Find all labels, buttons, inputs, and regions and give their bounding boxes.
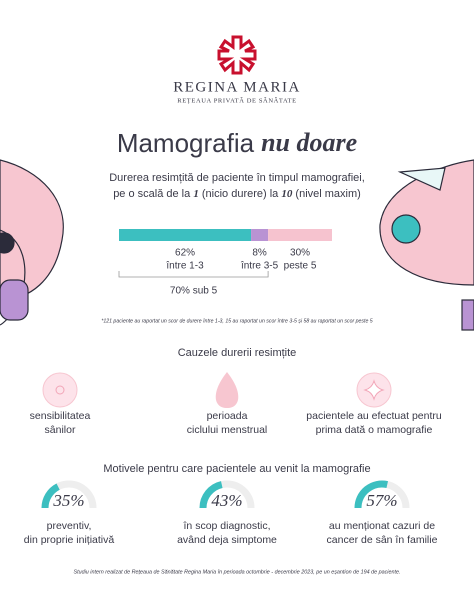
section-title: Motivele pentru care pacientele au venit… (103, 463, 370, 475)
bracket (118, 271, 269, 278)
cause-icon (42, 372, 78, 408)
illustration-left (0, 159, 64, 326)
title: Mamografia nu doare (117, 128, 357, 158)
donut-arc (41, 483, 60, 509)
cause-label: perioada (207, 410, 248, 422)
cause-icon (356, 372, 392, 408)
donut-label: 35% (52, 491, 84, 510)
footnote: *121 paciente au raportat un scor de dur… (101, 318, 372, 324)
circle-icon (42, 372, 78, 408)
subtitle: Durerea resimțită de paciente în timpul … (109, 172, 365, 184)
bar-segment (119, 229, 252, 241)
bar-segment (251, 229, 269, 241)
cause-label: ciclului menstrual (187, 424, 268, 436)
segment-label: 30% (290, 248, 310, 259)
reason-label: au menționat cazuri de (329, 520, 435, 532)
subtitle-part: (nicio durere) la (199, 188, 282, 200)
donut-label: 43% (211, 491, 242, 510)
subtitle-part: (nivel maxim) (292, 188, 360, 200)
footer: Studiu intern realizat de Rețeaua de Săn… (74, 569, 401, 575)
reason-label: din proprie inițiativă (24, 534, 115, 546)
segment-caption: între 1-3 (165, 261, 204, 272)
cause-label: pacientele au efectuat pentru (306, 410, 442, 422)
subtitle-part: 1 (193, 188, 199, 200)
brand: REGINA MARIA (173, 79, 301, 95)
cause-label: sensibilitatea (30, 410, 91, 422)
donut-label: 57% (366, 491, 397, 510)
donut-arc (354, 480, 388, 509)
pain-bar: 62% între 1-3 8% între 3-5 30% peste 5 70% sub… (118, 229, 332, 297)
segment-label: 62% (175, 248, 195, 259)
cause-label: prima dată o mamografie (316, 424, 433, 436)
segment-label: 8% (252, 248, 267, 259)
causes: sensibilitatea sânilor perioada ciclului me… (30, 372, 442, 436)
illustration-right (379, 159, 474, 331)
section-title: Cauzele durerii resimțite (178, 347, 297, 359)
reason-label: preventiv, (47, 520, 92, 532)
reasons: 35% preventiv, din proprie inițiativă 43% în… (24, 480, 438, 546)
subtitle-part: pe o scală de la (113, 188, 193, 200)
subtitle-part: 10 (281, 188, 293, 200)
drop-icon (215, 372, 239, 408)
title-regular: Mamografia (117, 128, 255, 158)
cause-label: sânilor (45, 424, 76, 436)
donut-arc (199, 481, 223, 509)
segment-caption: peste 5 (284, 261, 317, 272)
cause-icon (215, 372, 239, 408)
tagline: REȚEAUA PRIVATĂ DE SĂNĂTATE (177, 96, 296, 104)
subtitle: pe o scală de la 1 (nicio durere) la 10 … (113, 188, 361, 200)
dot (55, 385, 65, 395)
segment-caption: între 3-5 (240, 261, 279, 272)
bar-segment (268, 229, 332, 241)
reason-label: în scop diagnostic, (183, 520, 271, 532)
title-emphasis: nu doare (261, 128, 357, 157)
logo (217, 35, 257, 75)
reason-label: cancer de sân în familie (327, 534, 438, 546)
bar-summary: 70% sub 5 (170, 286, 218, 297)
sparkle (363, 379, 385, 401)
reason-label: având deja simptome (177, 534, 277, 546)
